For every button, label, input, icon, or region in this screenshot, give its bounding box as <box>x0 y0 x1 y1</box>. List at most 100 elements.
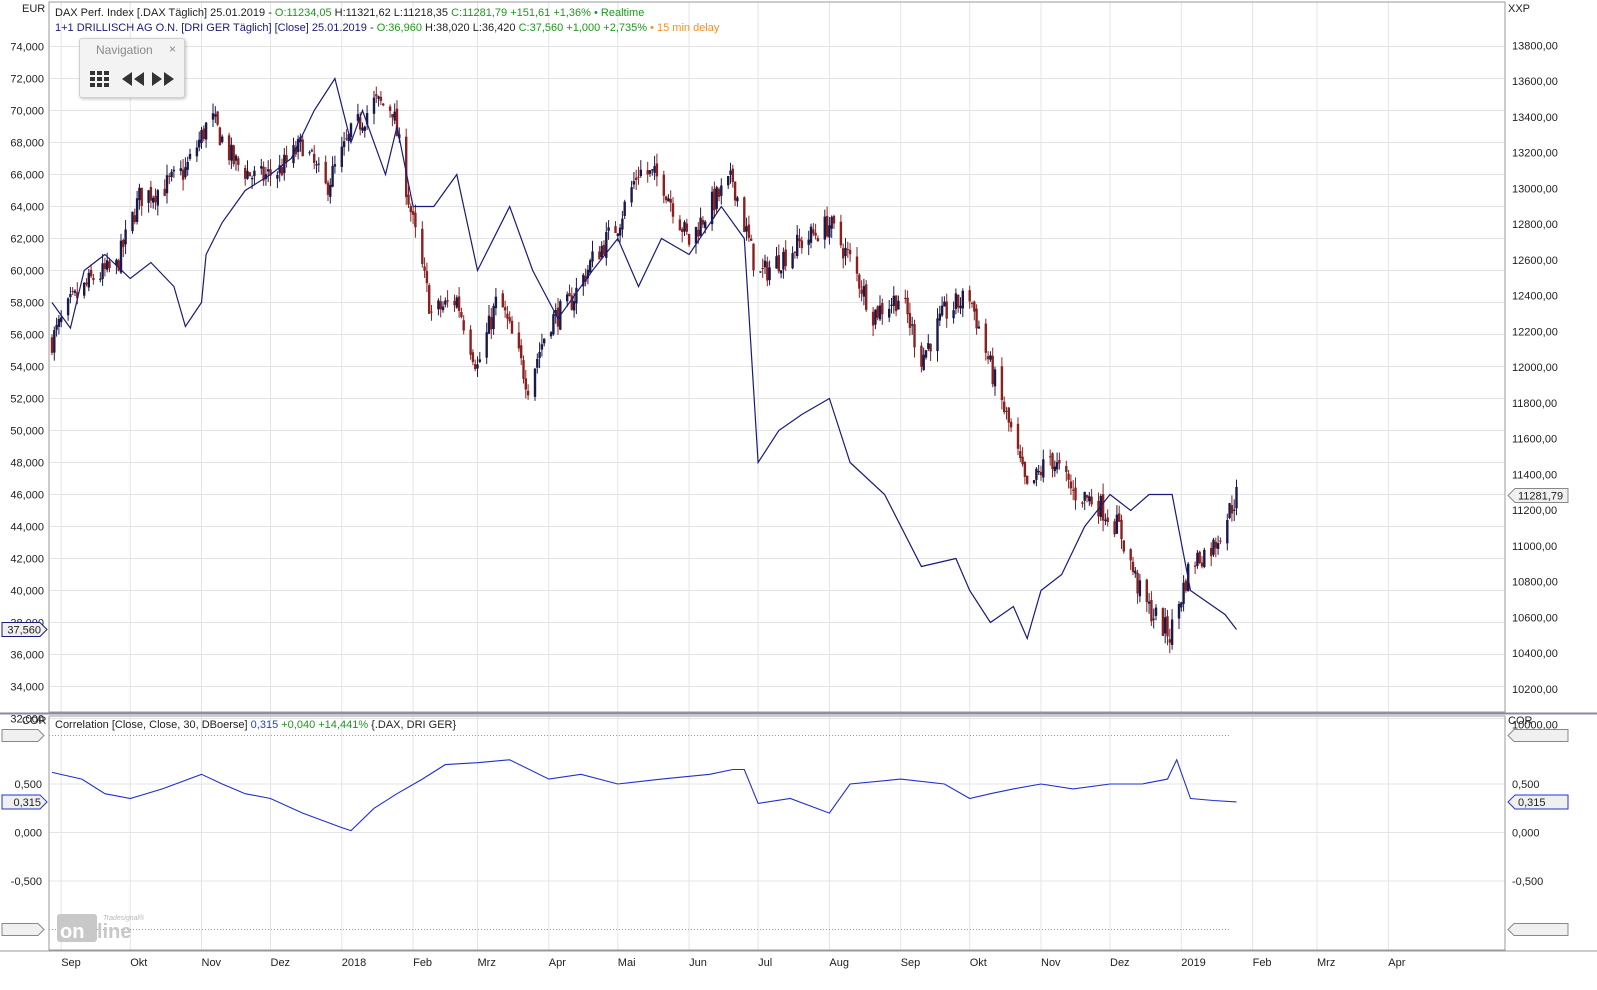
dax-candle-up <box>372 97 376 114</box>
dax-candle-down <box>405 136 408 198</box>
dax-candle-up <box>699 217 702 236</box>
dax-candle-down <box>1085 495 1089 498</box>
dax-candle-up <box>888 308 891 318</box>
correlation-legend-part-1: 0,315 <box>250 719 282 731</box>
dax-candle-down <box>285 155 288 162</box>
dax-candle-down <box>92 277 95 281</box>
dax-candle-down <box>671 203 675 217</box>
navigation-panel[interactable]: Navigation × <box>79 38 185 98</box>
fast-forward-icon[interactable] <box>150 67 176 89</box>
dax-candle-down <box>1090 496 1093 505</box>
dax-legend-part-2: H:11321,62 <box>334 7 394 19</box>
dax-legend-part-5: +151,61 +1,36% <box>510 7 594 19</box>
dax-candle-up <box>250 178 254 180</box>
dax-candle-up <box>1164 617 1167 634</box>
dax-candle-up <box>101 263 104 280</box>
left-tick-label: 58,000 <box>10 298 44 310</box>
dax-candle-down <box>244 167 247 179</box>
dax-candle-up <box>138 187 141 201</box>
x-tick-label: Mrz <box>1317 957 1335 969</box>
corr-left-value-marker <box>1 794 48 810</box>
close-icon[interactable]: × <box>168 42 176 56</box>
navigation-title: Navigation <box>96 43 153 57</box>
dax-candle-down <box>133 215 136 222</box>
dax-candle-down <box>202 128 205 139</box>
dax-candle-up <box>200 130 203 144</box>
dax-candle-down <box>664 196 668 201</box>
dax-candle-down <box>1067 473 1070 480</box>
dax-candle-up <box>791 253 794 269</box>
dax-candle-up <box>1196 552 1199 566</box>
dax-candle-down <box>154 195 157 203</box>
dax-candle-up <box>683 221 686 232</box>
dax-candle-down <box>842 248 845 259</box>
left-tick-label: 70,000 <box>10 106 44 118</box>
dax-candle-up <box>393 111 396 121</box>
right-tick-label: 11800,00 <box>1512 398 1557 410</box>
right-tick-label: 12600,00 <box>1512 255 1558 267</box>
dax-candle-down <box>881 303 884 315</box>
dax-candle-up <box>892 295 895 306</box>
dax-candle-down <box>1161 608 1165 636</box>
dax-candle-up <box>782 251 785 270</box>
dax-candle-down <box>526 390 530 396</box>
dax-candle-down <box>731 168 734 182</box>
x-tick-label: Nov <box>202 957 222 969</box>
dax-candle-up <box>1104 519 1107 521</box>
dax-legend-part-4: C:11281,79 <box>451 7 511 19</box>
dax-candle-down <box>685 223 688 232</box>
dax-candle-up <box>476 364 479 369</box>
left-tick-label: 34,000 <box>10 682 44 694</box>
dax-candle-up <box>317 163 320 165</box>
right-bound-marker <box>1507 729 1569 742</box>
dax-legend-line: DAX Perf. Index [.DAX Täglich] 25.01.201… <box>55 7 644 19</box>
svg-text:on: on <box>60 921 84 943</box>
rewind-icon[interactable] <box>120 67 146 89</box>
right-tick-label: 13800,00 <box>1512 40 1558 52</box>
dax-candle-up <box>1035 468 1038 480</box>
dax-candle-down <box>701 220 705 225</box>
dri-legend-part-6: • 15 min delay <box>650 22 720 34</box>
dax-candle-up <box>1032 480 1036 484</box>
dax-candle-down <box>237 158 240 165</box>
dax-candle-down <box>474 364 477 370</box>
dax-candle-down <box>85 282 88 285</box>
x-tick-label: 2019 <box>1181 957 1205 969</box>
dax-candle-up <box>365 113 369 125</box>
dax-candle-down <box>1184 580 1188 591</box>
dax-candle-down <box>846 249 849 251</box>
dax-candle-up <box>729 170 732 175</box>
dax-candle-up <box>1226 520 1229 544</box>
dax-candle-up <box>630 187 633 203</box>
dax-candle-up <box>1053 466 1056 472</box>
dax-candle-down <box>876 306 879 318</box>
dax-candle-down <box>945 301 948 319</box>
grid-icon[interactable] <box>88 67 112 89</box>
dax-candle-up <box>940 305 944 316</box>
dax-candle-up <box>977 326 981 329</box>
left-tick-label: 46,000 <box>10 490 44 502</box>
dax-candle-down <box>1021 456 1024 465</box>
dax-candle-up <box>954 293 958 309</box>
dax-candle-down <box>50 337 54 353</box>
left-tick-label: 64,000 <box>10 202 44 214</box>
dax-candle-up <box>333 164 337 167</box>
dri-last-value-marker <box>1 622 48 638</box>
dax-candle-down <box>1081 502 1084 504</box>
dax-candle-up <box>444 300 447 305</box>
corr-left-tick-label: 0,500 <box>14 779 42 791</box>
corr-right-value-label: 0,315 <box>1518 797 1546 809</box>
dax-candle-down <box>986 356 990 360</box>
dax-candle-down <box>1016 423 1020 449</box>
dax-legend-part-3: L:11218,35 <box>393 7 452 19</box>
dax-candle-down <box>103 263 107 270</box>
dax-candle-up <box>1147 601 1151 604</box>
dax-candle-up <box>1152 618 1155 620</box>
left-tick-label: 48,000 <box>10 458 44 470</box>
left-tick-label: 40,000 <box>10 586 44 598</box>
dax-candle-down <box>524 378 527 390</box>
right-tick-label: 12200,00 <box>1512 326 1558 338</box>
right-tick-label: 11400,00 <box>1512 469 1557 481</box>
dax-candle-up <box>234 155 238 161</box>
dax-candle-down <box>681 229 684 232</box>
